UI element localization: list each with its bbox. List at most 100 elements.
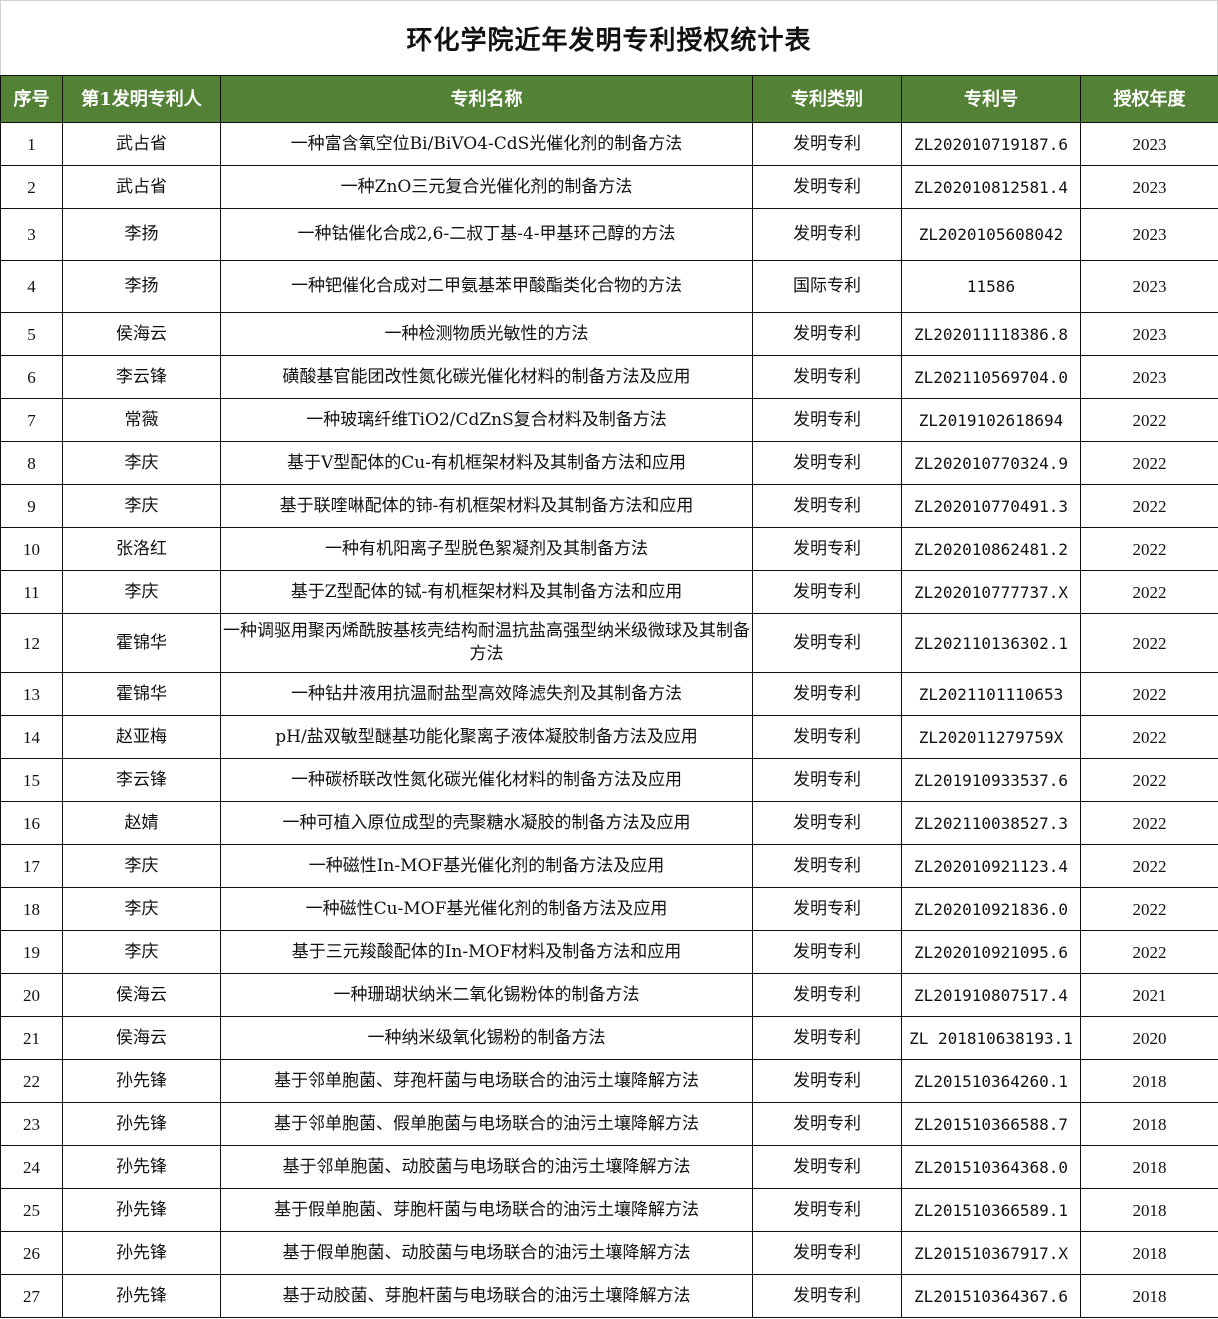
- table-row: 17 李庆 一种磁性In-MOF基光催化剂的制备方法及应用 发明专利 ZL2020109…: [0, 844, 1218, 888]
- patent-number-cell: ZL202010777737.X: [901, 570, 1081, 614]
- grant-year-cell: 2022: [1080, 758, 1218, 802]
- patent-type-cell: 发明专利: [752, 1231, 902, 1275]
- index-cell: 27: [0, 1274, 63, 1318]
- inventor-cell: 常薇: [62, 398, 221, 442]
- grant-year-cell: 2022: [1080, 441, 1218, 485]
- grant-year-cell: 2022: [1080, 672, 1218, 716]
- table-row: 4 李扬 一种钯催化合成对二甲氨基苯甲酸酯类化合物的方法 国际专利 11586 2023: [0, 260, 1218, 313]
- table-row: 15 李云锋 一种碳桥联改性氮化碳光催化材料的制备方法及应用 发明专利 ZL201910…: [0, 758, 1218, 802]
- patent-type-cell: 发明专利: [752, 758, 902, 802]
- grant-year-cell: 2022: [1080, 844, 1218, 888]
- inventor-cell: 赵亚梅: [62, 715, 221, 759]
- inventor-cell: 孙先锋: [62, 1188, 221, 1232]
- inventor-cell: 李庆: [62, 441, 221, 485]
- table-row: 22 孙先锋 基于邻单胞菌、芽孢杆菌与电场联合的油污土壤降解方法 发明专利 ZL2015…: [0, 1059, 1218, 1103]
- index-cell: 16: [0, 801, 63, 845]
- patent-number-cell: 11586: [901, 260, 1081, 313]
- inventor-cell: 侯海云: [62, 1016, 221, 1060]
- patent-number-cell: ZL202011279759X: [901, 715, 1081, 759]
- index-cell: 4: [0, 260, 63, 313]
- patent-name-cell: 一种玻璃纤维TiO2/CdZnS复合材料及制备方法: [220, 398, 753, 442]
- patent-type-cell: 发明专利: [752, 887, 902, 931]
- patent-name-cell: 一种有机阳离子型脱色絮凝剂及其制备方法: [220, 527, 753, 571]
- table-row: 11 李庆 基于Z型配体的铽-有机框架材料及其制备方法和应用 发明专利 ZL202010…: [0, 570, 1218, 614]
- inventor-cell: 霍锦华: [62, 613, 221, 673]
- patent-type-cell: 发明专利: [752, 398, 902, 442]
- grant-year-cell: 2020: [1080, 1016, 1218, 1060]
- inventor-cell: 孙先锋: [62, 1059, 221, 1103]
- patent-type-cell: 发明专利: [752, 844, 902, 888]
- patent-type-cell: 发明专利: [752, 672, 902, 716]
- patent-type-cell: 发明专利: [752, 527, 902, 571]
- inventor-cell: 武占省: [62, 165, 221, 209]
- grant-year-cell: 2018: [1080, 1145, 1218, 1189]
- patent-number-cell: ZL202110569704.0: [901, 355, 1081, 399]
- table-row: 5 侯海云 一种检测物质光敏性的方法 发明专利 ZL202011118386.8 2023: [0, 312, 1218, 356]
- patent-type-cell: 发明专利: [752, 312, 902, 356]
- index-cell: 1: [0, 122, 63, 166]
- patent-number-cell: ZL201510366589.1: [901, 1188, 1081, 1232]
- patent-type-cell: 发明专利: [752, 570, 902, 614]
- inventor-cell: 李扬: [62, 260, 221, 313]
- patent-name-cell: 基于假单胞菌、动胶菌与电场联合的油污土壤降解方法: [220, 1231, 753, 1275]
- patent-name-cell: 一种钴催化合成2,6-二叔丁基-4-甲基环己醇的方法: [220, 208, 753, 261]
- patent-type-cell: 发明专利: [752, 1059, 902, 1103]
- index-cell: 3: [0, 208, 63, 261]
- inventor-cell: 李庆: [62, 844, 221, 888]
- patent-number-cell: ZL202010862481.2: [901, 527, 1081, 571]
- patent-number-cell: ZL201510364260.1: [901, 1059, 1081, 1103]
- patent-type-cell: 发明专利: [752, 715, 902, 759]
- grant-year-cell: 2022: [1080, 613, 1218, 673]
- patent-type-cell: 发明专利: [752, 165, 902, 209]
- inventor-cell: 李庆: [62, 930, 221, 974]
- grant-year-cell: 2022: [1080, 398, 1218, 442]
- patent-name-cell: 基于邻单胞菌、芽孢杆菌与电场联合的油污土壤降解方法: [220, 1059, 753, 1103]
- patent-number-cell: ZL2021101110653: [901, 672, 1081, 716]
- patent-type-cell: 国际专利: [752, 260, 902, 313]
- patent-name-cell: 一种钯催化合成对二甲氨基苯甲酸酯类化合物的方法: [220, 260, 753, 313]
- index-cell: 19: [0, 930, 63, 974]
- page-title: 环化学院近年发明专利授权统计表: [0, 0, 1218, 75]
- index-cell: 5: [0, 312, 63, 356]
- patent-name-cell: pH/盐双敏型醚基功能化聚离子液体凝胶制备方法及应用: [220, 715, 753, 759]
- patent-name-cell: 一种钻井液用抗温耐盐型高效降滤失剂及其制备方法: [220, 672, 753, 716]
- patent-number-cell: ZL 201810638193.1: [901, 1016, 1081, 1060]
- index-cell: 8: [0, 441, 63, 485]
- index-cell: 26: [0, 1231, 63, 1275]
- patent-type-cell: 发明专利: [752, 1145, 902, 1189]
- inventor-cell: 李庆: [62, 570, 221, 614]
- patent-name-cell: 磺酸基官能团改性氮化碳光催化材料的制备方法及应用: [220, 355, 753, 399]
- patent-number-cell: ZL202011118386.8: [901, 312, 1081, 356]
- header-inventor: 第1发明专利人: [62, 75, 221, 123]
- table-row: 6 李云锋 磺酸基官能团改性氮化碳光催化材料的制备方法及应用 发明专利 ZL202110…: [0, 355, 1218, 399]
- table-row: 14 赵亚梅 pH/盐双敏型醚基功能化聚离子液体凝胶制备方法及应用 发明专利 ZL202…: [0, 715, 1218, 759]
- patent-type-cell: 发明专利: [752, 1274, 902, 1318]
- grant-year-cell: 2023: [1080, 122, 1218, 166]
- patent-name-cell: 基于三元羧酸配体的In-MOF材料及制备方法和应用: [220, 930, 753, 974]
- patent-number-cell: ZL202010812581.4: [901, 165, 1081, 209]
- inventor-cell: 张洛红: [62, 527, 221, 571]
- table-row: 13 霍锦华 一种钻井液用抗温耐盐型高效降滤失剂及其制备方法 发明专利 ZL202110…: [0, 672, 1218, 716]
- patent-name-cell: 基于联喹啉配体的铈-有机框架材料及其制备方法和应用: [220, 484, 753, 528]
- patent-name-cell: 基于假单胞菌、芽胞杆菌与电场联合的油污土壤降解方法: [220, 1188, 753, 1232]
- patent-number-cell: ZL2019102618694: [901, 398, 1081, 442]
- index-cell: 20: [0, 973, 63, 1017]
- patent-name-cell: 一种珊瑚状纳米二氧化锡粉体的制备方法: [220, 973, 753, 1017]
- patent-name-cell: 基于动胶菌、芽胞杆菌与电场联合的油污土壤降解方法: [220, 1274, 753, 1318]
- patent-name-cell: 基于Z型配体的铽-有机框架材料及其制备方法和应用: [220, 570, 753, 614]
- inventor-cell: 李云锋: [62, 758, 221, 802]
- table-row: 10 张洛红 一种有机阳离子型脱色絮凝剂及其制备方法 发明专利 ZL2020108624…: [0, 527, 1218, 571]
- patent-type-cell: 发明专利: [752, 1102, 902, 1146]
- patent-name-cell: 一种磁性Cu-MOF基光催化剂的制备方法及应用: [220, 887, 753, 931]
- patent-type-cell: 发明专利: [752, 122, 902, 166]
- index-cell: 18: [0, 887, 63, 931]
- patent-type-cell: 发明专利: [752, 484, 902, 528]
- patent-type-cell: 发明专利: [752, 441, 902, 485]
- table-row: 25 孙先锋 基于假单胞菌、芽胞杆菌与电场联合的油污土壤降解方法 发明专利 ZL2015…: [0, 1188, 1218, 1232]
- grant-year-cell: 2022: [1080, 930, 1218, 974]
- patent-type-cell: 发明专利: [752, 355, 902, 399]
- patent-name-cell: 一种碳桥联改性氮化碳光催化材料的制备方法及应用: [220, 758, 753, 802]
- patent-type-cell: 发明专利: [752, 208, 902, 261]
- table-row: 27 孙先锋 基于动胶菌、芽胞杆菌与电场联合的油污土壤降解方法 发明专利 ZL20151…: [0, 1274, 1218, 1318]
- patent-number-cell: ZL201510366588.7: [901, 1102, 1081, 1146]
